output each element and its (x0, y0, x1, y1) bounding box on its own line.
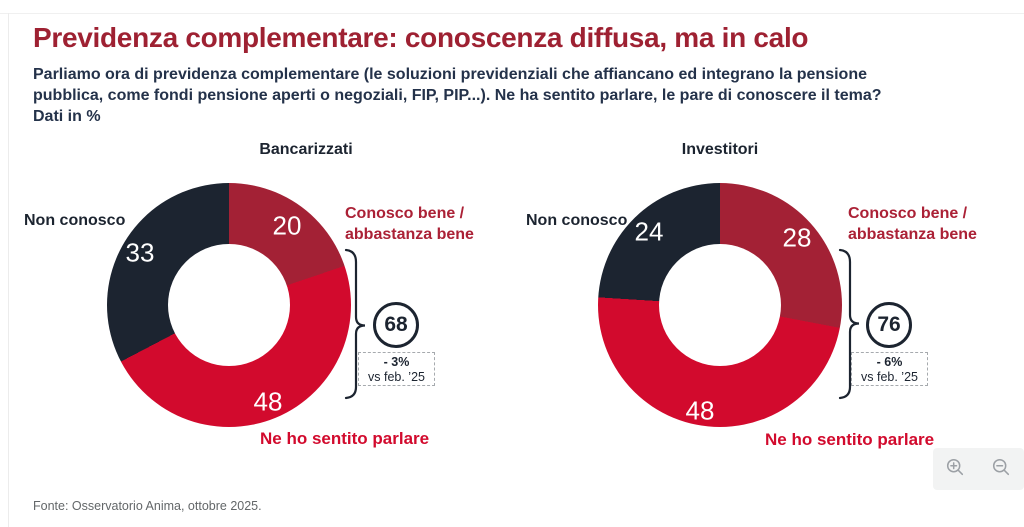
delta-vs-previous-box: - 3% vs feb. ’25 (358, 352, 435, 386)
slice-value-conosco-bene: 28 (782, 222, 812, 253)
zoom-out-button[interactable] (984, 452, 1018, 486)
chart-title-investitori: Investitori (681, 141, 759, 158)
donut-chart-bancarizzati: 20 48 33 (107, 183, 351, 427)
donut-chart-investitori: 28 48 24 (598, 183, 842, 427)
label-non-conosco: Non conosco (24, 212, 126, 229)
slice-value-non-conosco: 24 (634, 216, 664, 247)
zoom-out-icon (991, 457, 1012, 481)
zoom-in-button[interactable] (939, 452, 973, 486)
page-top-edge (0, 13, 1024, 14)
slice-value-sentito-parlare: 48 (253, 386, 283, 417)
label-ne-ho-sentito-parlare: Ne ho sentito parlare (765, 430, 935, 449)
delta-vs-previous-box: - 6% vs feb. ’25 (851, 352, 928, 386)
data-unit-note: Dati in % (33, 108, 101, 125)
total-highlight-value: 68 (384, 313, 408, 336)
delta-reference: vs feb. ’25 (368, 370, 425, 384)
slice-value-conosco-bene: 20 (272, 210, 302, 241)
slice-value-sentito-parlare: 48 (685, 395, 715, 426)
label-ne-ho-sentito-parlare: Ne ho sentito parlare (260, 429, 430, 448)
total-highlight-value: 76 (877, 313, 901, 336)
slice-value-non-conosco: 33 (125, 237, 155, 268)
delta-value: - 6% (876, 355, 903, 369)
chart-title-bancarizzati: Bancarizzati (259, 141, 353, 158)
page-left-edge (8, 13, 9, 527)
page-title: Previdenza complementare: conoscenza dif… (33, 22, 809, 53)
label-non-conosco: Non conosco (526, 212, 628, 229)
zoom-toolbar (933, 448, 1024, 490)
total-highlight-circle: 68 (373, 302, 419, 348)
total-highlight-circle: 76 (866, 302, 912, 348)
delta-reference: vs feb. ’25 (861, 370, 918, 384)
label-conosco-bene: Conosco bene / abbastanza bene (848, 205, 977, 243)
page-subtitle: Parliamo ora di previdenza complementare… (33, 66, 882, 104)
source-note: Fonte: Osservatorio Anima, ottobre 2025. (33, 499, 262, 513)
delta-value: - 3% (383, 355, 410, 369)
zoom-in-icon (945, 457, 966, 481)
donut-hole (659, 244, 781, 366)
donut-hole (168, 244, 290, 366)
label-conosco-bene: Conosco bene / abbastanza bene (345, 205, 474, 243)
